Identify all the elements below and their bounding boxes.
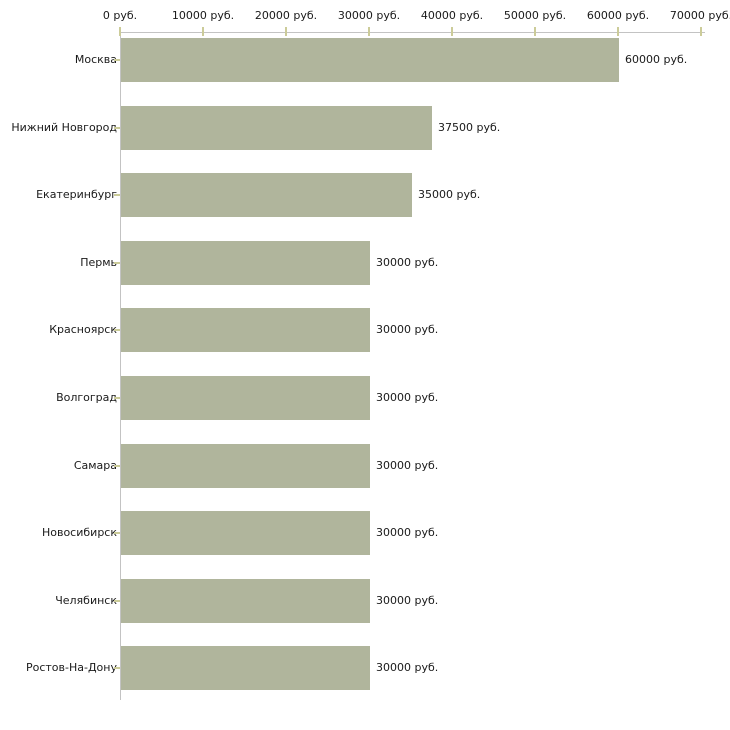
x-axis-tick-mark: [119, 27, 121, 36]
bar-4: [121, 240, 370, 285]
category-label: Новосибирск: [41, 526, 117, 540]
value-label: 30000 руб.: [376, 391, 439, 404]
category-label: Волгоград: [56, 391, 117, 404]
category-label: Красноярск: [49, 323, 117, 337]
y-axis-tick-mark: [114, 126, 120, 129]
y-axis-tick-mark: [114, 59, 120, 61]
value-label: 30000 руб.: [376, 323, 439, 337]
bar-3: [121, 173, 412, 218]
y-axis-line: [120, 32, 121, 700]
x-axis-tick-mark: [534, 27, 536, 36]
x-axis-tick-label: 20000 руб.: [254, 9, 318, 22]
value-label: 60000 руб.: [625, 53, 688, 66]
bar-9: [121, 578, 370, 623]
value-label: 35000 руб.: [418, 188, 481, 202]
category-label: Нижний Новгород: [11, 120, 117, 134]
x-axis-tick-mark: [202, 27, 204, 36]
x-axis-tick-label: 30000 руб.: [337, 9, 401, 22]
y-axis-tick-mark: [114, 667, 120, 670]
y-axis-tick-mark: [114, 532, 120, 535]
x-axis-tick-label: 50000 руб.: [503, 9, 567, 22]
x-axis-tick-label: 60000 руб.: [586, 9, 650, 22]
y-axis-tick-mark: [114, 464, 120, 467]
category-label: Самара: [73, 458, 117, 472]
x-axis-line: [120, 32, 705, 33]
y-axis-tick-mark: [114, 261, 120, 264]
bar-10: [121, 646, 370, 691]
y-axis-tick-mark: [114, 397, 120, 399]
category-label: Екатеринбург: [36, 188, 117, 202]
value-label: 37500 руб.: [438, 120, 501, 134]
x-axis-tick-mark: [368, 27, 370, 36]
x-axis-tick-mark: [451, 27, 453, 36]
x-axis-tick-label: 10000 руб.: [171, 9, 235, 22]
x-axis-tick-label: 70000 руб.: [669, 9, 730, 22]
bar-8: [121, 511, 370, 556]
value-label: 30000 руб.: [376, 526, 439, 540]
category-label: Москва: [74, 53, 117, 66]
category-label: Пермь: [80, 255, 117, 269]
bar-2: [121, 105, 432, 150]
x-axis-tick-mark: [285, 27, 287, 36]
x-axis-tick-label: 40000 руб.: [420, 9, 484, 22]
value-label: 30000 руб.: [376, 255, 439, 269]
bar-7: [121, 443, 370, 488]
x-axis-tick-label: 0 руб.: [102, 9, 138, 22]
bar-1: [121, 38, 619, 82]
y-axis-tick-mark: [114, 329, 120, 332]
bar-5: [121, 308, 370, 353]
value-label: 30000 руб.: [376, 593, 439, 607]
category-label: Челябинск: [55, 593, 117, 607]
x-axis-tick-mark: [617, 27, 619, 36]
bar-6: [121, 376, 370, 420]
y-axis-tick-mark: [114, 599, 120, 602]
category-label: Ростов-На-Дону: [25, 661, 117, 675]
value-label: 30000 руб.: [376, 661, 439, 675]
value-label: 30000 руб.: [376, 458, 439, 472]
x-axis-tick-mark: [700, 27, 702, 36]
y-axis-tick-mark: [114, 194, 120, 197]
